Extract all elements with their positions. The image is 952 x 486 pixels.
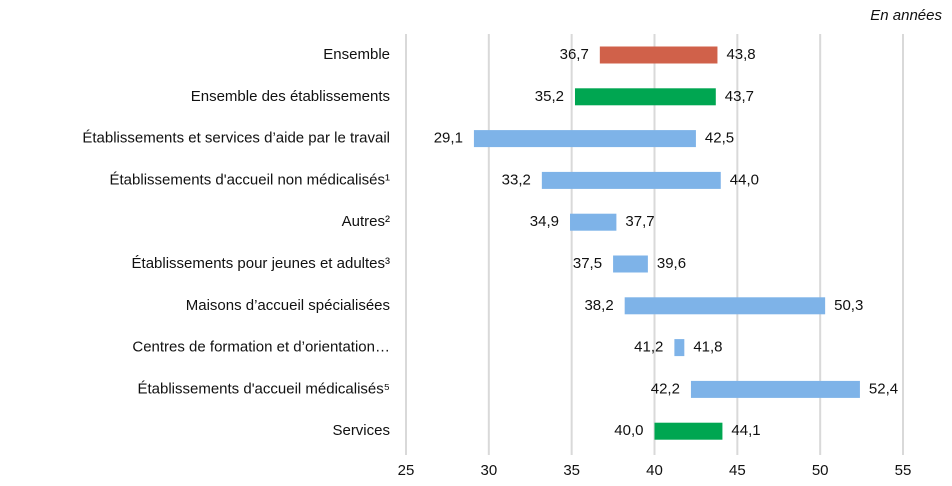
x-tick-label: 25 [398, 462, 415, 479]
bar [473, 130, 696, 148]
bar [599, 46, 718, 64]
value-label: 35,2 [535, 88, 564, 105]
value-label: 29,1 [434, 130, 463, 147]
value-label: 33,2 [502, 171, 531, 188]
category-label: Ensemble [323, 46, 390, 63]
bar [541, 171, 721, 189]
value-label: 52,4 [869, 380, 898, 397]
value-label: 39,6 [657, 255, 686, 272]
category-label: Établissements d'accueil non médicalisés… [110, 171, 391, 188]
category-label: Centres de formation et d’orientation… [132, 339, 390, 356]
value-label: 37,5 [573, 255, 602, 272]
value-label: 37,7 [625, 213, 654, 230]
value-label: 41,2 [634, 339, 663, 356]
category-label: Maisons d’accueil spécialisées [186, 297, 390, 314]
x-tick-label: 35 [563, 462, 580, 479]
value-label: 43,7 [725, 88, 754, 105]
value-label: 42,5 [705, 130, 734, 147]
x-tick-label: 50 [812, 462, 829, 479]
x-tick-label: 45 [729, 462, 746, 479]
category-label: Établissements d'accueil médicalisés⁵ [137, 380, 390, 397]
bar [574, 88, 716, 106]
value-label: 40,0 [614, 422, 643, 439]
value-label: 43,8 [726, 46, 755, 63]
category-label: Ensemble des établissements [191, 88, 390, 105]
value-label: 42,2 [651, 380, 680, 397]
category-label: Établissements et services d’aide par le… [82, 130, 390, 147]
x-tick-label: 40 [646, 462, 663, 479]
category-label: Autres² [342, 213, 390, 230]
value-label: 38,2 [584, 297, 613, 314]
x-tick-label: 30 [480, 462, 497, 479]
bar [674, 339, 685, 357]
category-label: Services [332, 422, 390, 439]
bar [570, 213, 617, 231]
bar [613, 255, 648, 273]
bar [624, 297, 826, 315]
bar [690, 380, 860, 398]
value-label: 50,3 [834, 297, 863, 314]
bar [654, 422, 723, 440]
unit-label: En années [870, 7, 942, 24]
value-label: 44,0 [730, 171, 759, 188]
value-label: 41,8 [693, 339, 722, 356]
x-tick-label: 55 [895, 462, 912, 479]
value-label: 34,9 [530, 213, 559, 230]
value-label: 36,7 [560, 46, 589, 63]
value-label: 44,1 [731, 422, 760, 439]
category-label: Établissements pour jeunes et adultes³ [132, 255, 390, 272]
